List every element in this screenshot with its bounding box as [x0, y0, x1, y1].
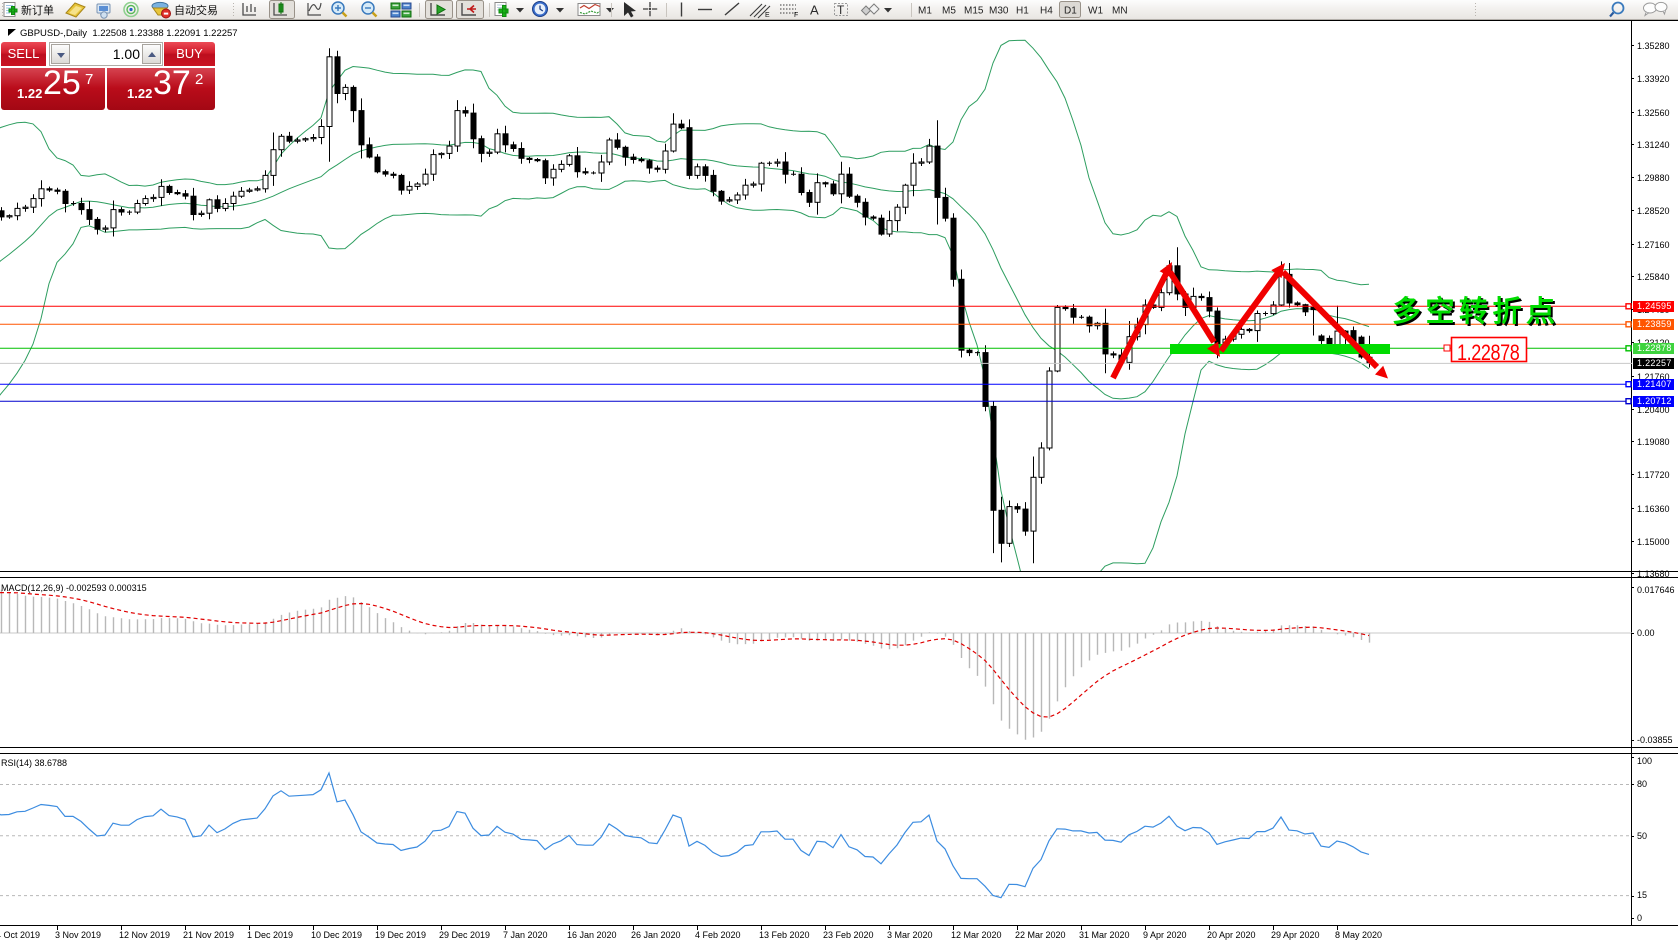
svg-text:新订单: 新订单: [21, 3, 54, 17]
svg-text:D1: D1: [1064, 6, 1077, 17]
svg-text:T: T: [837, 3, 845, 17]
svg-text:MN: MN: [1112, 6, 1128, 17]
svg-text:H1: H1: [1016, 6, 1029, 17]
svg-text:M15: M15: [964, 6, 984, 17]
svg-text:H4: H4: [1040, 6, 1053, 17]
svg-text:E: E: [765, 12, 770, 19]
svg-text:A: A: [810, 3, 819, 18]
svg-text:M5: M5: [942, 6, 956, 17]
svg-text:W1: W1: [1088, 6, 1103, 17]
svg-text:F: F: [794, 12, 798, 19]
svg-text:M1: M1: [918, 6, 932, 17]
svg-text:自动交易: 自动交易: [174, 3, 218, 17]
svg-text:M30: M30: [989, 6, 1009, 17]
